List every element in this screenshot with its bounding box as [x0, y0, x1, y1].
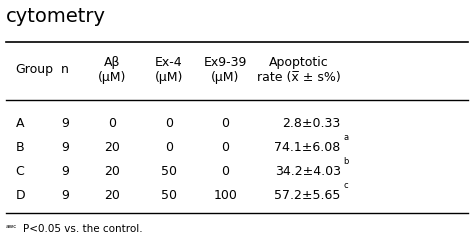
- Text: 20: 20: [104, 141, 120, 154]
- Text: 9: 9: [61, 117, 69, 130]
- Text: 0: 0: [164, 141, 173, 154]
- Text: 34.2±4.03: 34.2±4.03: [274, 165, 341, 178]
- Text: c: c: [343, 181, 347, 190]
- Text: 100: 100: [213, 189, 237, 202]
- Text: Apoptotic
rate (x̅ ± s%): Apoptotic rate (x̅ ± s%): [257, 56, 341, 84]
- Text: A: A: [16, 117, 24, 130]
- Text: C: C: [16, 165, 24, 178]
- Text: 9: 9: [61, 165, 69, 178]
- Text: ᵃʷᶜ: ᵃʷᶜ: [6, 224, 18, 233]
- Text: 0: 0: [108, 117, 116, 130]
- Text: 9: 9: [61, 141, 69, 154]
- Text: 20: 20: [104, 189, 120, 202]
- Text: B: B: [16, 141, 24, 154]
- Text: 0: 0: [164, 117, 173, 130]
- Text: Aβ
(μM): Aβ (μM): [98, 56, 126, 84]
- Text: 0: 0: [221, 165, 229, 178]
- Text: 20: 20: [104, 165, 120, 178]
- Text: 0: 0: [221, 141, 229, 154]
- Text: D: D: [16, 189, 25, 202]
- Text: 74.1±6.08: 74.1±6.08: [274, 141, 341, 154]
- Text: 50: 50: [161, 165, 177, 178]
- Text: 9: 9: [61, 189, 69, 202]
- Text: 50: 50: [161, 189, 177, 202]
- Text: Ex9-39
(μM): Ex9-39 (μM): [203, 56, 247, 84]
- Text: b: b: [343, 157, 348, 166]
- Text: 2.8±0.33: 2.8±0.33: [283, 117, 341, 130]
- Text: Ex-4
(μM): Ex-4 (μM): [155, 56, 183, 84]
- Text: cytometry: cytometry: [6, 7, 106, 26]
- Text: P<0.05 vs. the control.: P<0.05 vs. the control.: [23, 224, 142, 233]
- Text: n: n: [61, 63, 69, 76]
- Text: 57.2±5.65: 57.2±5.65: [274, 189, 341, 202]
- Text: 0: 0: [221, 117, 229, 130]
- Text: a: a: [343, 133, 348, 142]
- Text: Group: Group: [16, 63, 54, 76]
